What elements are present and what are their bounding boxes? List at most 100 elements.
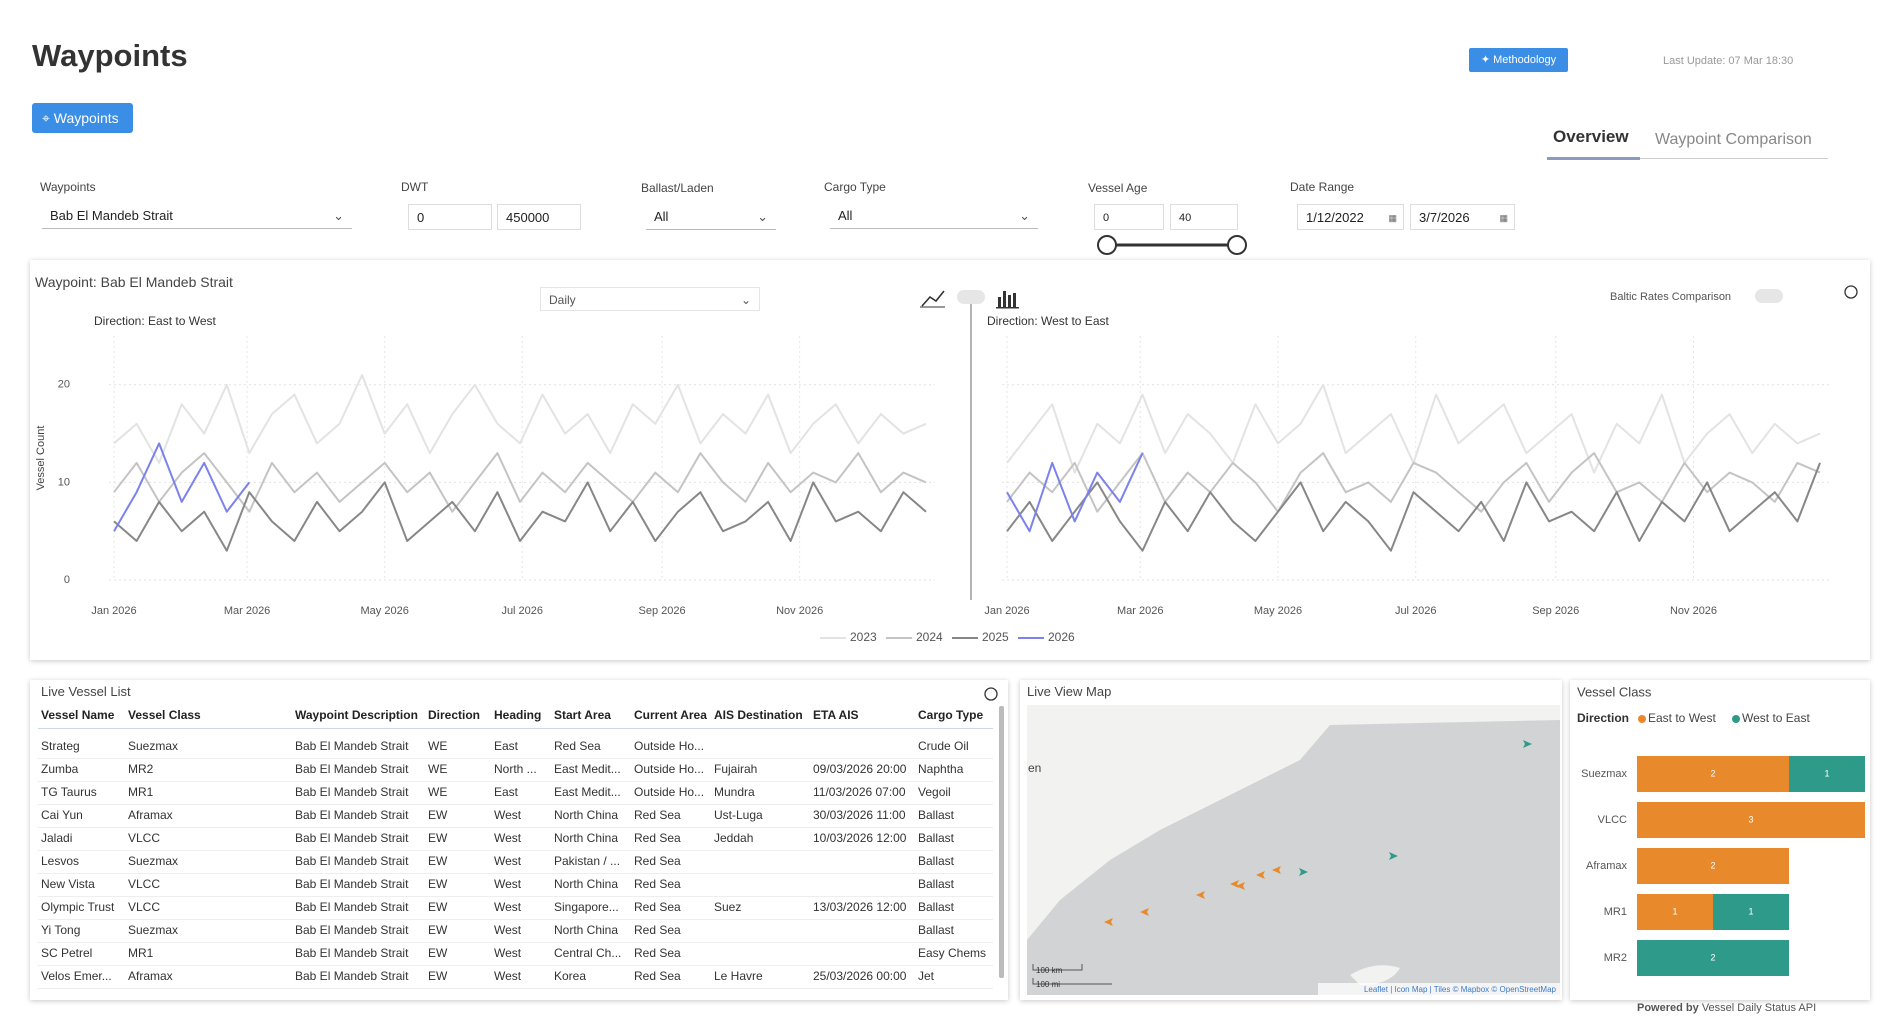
ballast-dropdown[interactable]: All ⌄ <box>646 204 776 230</box>
table-cell: MR1 <box>128 946 154 960</box>
card-title: Live Vessel List <box>41 684 131 699</box>
row-rule <box>38 942 993 943</box>
data-label: 3 <box>1748 814 1753 824</box>
waypoint-dropdown[interactable]: Bab El Mandeb Strait ⌄ <box>42 203 352 229</box>
tab-comparison[interactable]: Waypoint Comparison <box>1655 131 1812 148</box>
rates-toggle[interactable] <box>1755 289 1783 303</box>
info-icon[interactable] <box>984 687 998 701</box>
y-tick-label: 20 <box>58 379 70 391</box>
table-cell: West <box>494 877 522 891</box>
table-cell: Bab El Mandeb Strait <box>295 808 409 822</box>
attribution-bg <box>1318 983 1560 995</box>
dwt-min[interactable]: 0 <box>408 204 492 230</box>
table-cell: Korea <box>554 969 587 983</box>
line-icon[interactable] <box>920 290 945 308</box>
granularity-dropdown[interactable]: Daily ⌄ <box>540 287 760 311</box>
chevron: ⌄ <box>740 293 751 307</box>
map-attribution[interactable]: Leaflet | Icon Map | Tiles © Mapbox © Op… <box>1364 985 1557 994</box>
table-cell: Crude Oil <box>918 739 969 753</box>
dropdown-value: All <box>654 209 669 224</box>
x-tick-label: Nov 2026 <box>1670 605 1717 617</box>
table-cell: WE <box>428 739 448 753</box>
chart-toggle[interactable] <box>957 290 985 304</box>
chart-title: Direction: East to West <box>94 314 216 328</box>
column-header: Start Area <box>554 708 611 722</box>
filter-label: Cargo Type <box>824 180 886 194</box>
vessel-markers <box>1104 866 1281 926</box>
y-tick-label: 0 <box>64 574 70 586</box>
column-header: Waypoint Description <box>295 708 418 722</box>
y-tick-label: 10 <box>58 476 70 488</box>
info-icon[interactable] <box>1844 285 1858 299</box>
table-cell: East Medit... <box>554 762 621 776</box>
row-rule <box>38 781 993 782</box>
bar <box>1789 756 1865 792</box>
chart-title: Direction: West to East <box>987 314 1109 328</box>
waypoints-button[interactable]: ⌖ Waypoints <box>32 103 133 133</box>
table-cell: Ballast <box>918 808 955 822</box>
vessel-marker[interactable] <box>1104 918 1113 926</box>
data-label: 2 <box>1710 768 1715 778</box>
vessel-marker[interactable] <box>1523 740 1532 748</box>
chevron: ⌄ <box>757 209 768 224</box>
vessel-marker[interactable] <box>1236 882 1245 890</box>
vessel-marker[interactable] <box>1256 871 1265 879</box>
pin-icon: ⌖ <box>42 110 54 126</box>
date-value: 3/7/2026 <box>1419 210 1470 225</box>
toggle-label: Baltic Rates Comparison <box>1610 291 1732 303</box>
row-rule <box>38 988 993 989</box>
table-cell: 10/03/2026 12:00 <box>813 831 907 845</box>
vessel-marker[interactable] <box>1389 852 1398 860</box>
row-rule <box>38 827 993 828</box>
bar-icon[interactable] <box>996 291 1019 309</box>
table-cell: Bab El Mandeb Strait <box>295 923 409 937</box>
map[interactable]: en 100 km 100 mi Leaflet | Icon Map | Ti… <box>1027 705 1560 995</box>
legend-dot <box>1638 715 1646 723</box>
table-cell: North China <box>554 831 619 845</box>
cargo-dropdown[interactable]: All ⌄ <box>830 203 1038 229</box>
age-min[interactable]: 0 <box>1094 204 1164 230</box>
filter-label: Vessel Age <box>1088 181 1148 195</box>
series-line <box>1006 383 1821 474</box>
bar <box>1637 848 1789 884</box>
column-header: Heading <box>494 708 542 722</box>
table-cell: VLCC <box>128 900 161 914</box>
table-cell: Mundra <box>714 785 755 799</box>
vessel-marker[interactable] <box>1272 866 1281 874</box>
x-tick-label: Jan 2026 <box>984 605 1029 617</box>
series-line <box>113 374 927 464</box>
table-cell: West <box>494 808 522 822</box>
table-cell: Cai Yun <box>41 808 83 822</box>
table-cell: VLCC <box>128 877 161 891</box>
last-update: Last Update: 07 Mar 18:30 <box>1663 55 1794 67</box>
table-cell: Jeddah <box>714 831 754 845</box>
vessel-marker[interactable] <box>1196 891 1205 899</box>
table-cell: Vegoil <box>918 785 951 799</box>
date-end[interactable]: 3/7/2026 ▦ <box>1410 204 1515 230</box>
age-max[interactable]: 40 <box>1170 204 1238 230</box>
scrollbar[interactable] <box>999 706 1004 978</box>
legend-label: 2024 <box>916 630 943 644</box>
table-cell: Bab El Mandeb Strait <box>295 831 409 845</box>
table-cell: Suezmax <box>128 739 179 753</box>
date-start[interactable]: 1/12/2022 ▦ <box>1297 204 1404 230</box>
slider-handle[interactable] <box>1227 235 1247 255</box>
table-cell: West <box>494 831 522 845</box>
calendar-icon: ▦ <box>1388 213 1397 223</box>
tab-overview[interactable]: Overview <box>1553 127 1629 146</box>
table-cell: Outside Ho... <box>634 785 705 799</box>
table-cell: Outside Ho... <box>634 739 705 753</box>
vessel-marker[interactable] <box>1299 868 1308 876</box>
row-rule <box>38 919 993 920</box>
slider-handle[interactable] <box>1097 235 1117 255</box>
table-cell: Red Sea <box>634 854 681 868</box>
age-slider[interactable] <box>1095 232 1255 258</box>
legend-label: 2026 <box>1048 630 1075 644</box>
table-cell: Lesvos <box>41 854 80 868</box>
vessel-marker[interactable] <box>1140 908 1149 916</box>
date-value: 1/12/2022 <box>1306 210 1364 225</box>
methodology-button[interactable]: ✦ Methodology <box>1469 48 1568 72</box>
x-tick-label: May 2026 <box>1254 605 1302 617</box>
column-header: Direction <box>428 708 481 722</box>
dwt-max[interactable]: 450000 <box>497 204 581 230</box>
